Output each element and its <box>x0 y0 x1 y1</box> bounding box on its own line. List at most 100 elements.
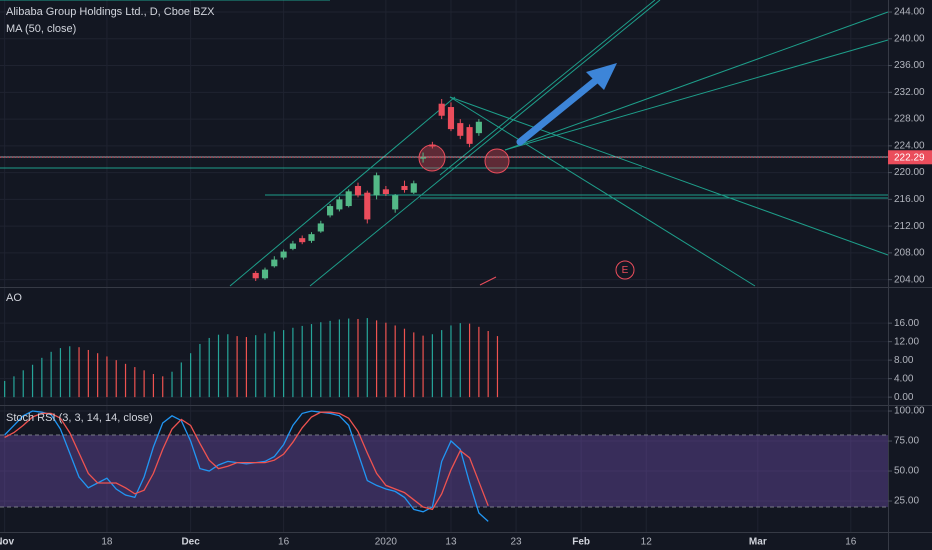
y-tick-label: 8.00 <box>894 355 914 366</box>
ao-bar <box>199 343 201 398</box>
band-fill <box>0 435 888 508</box>
trend-line <box>449 96 889 256</box>
candle-body <box>475 121 482 134</box>
candle-body <box>401 185 408 190</box>
ao-bar <box>162 376 164 398</box>
trend-line <box>479 276 497 286</box>
x-tick-label: 2020 <box>375 537 398 548</box>
y-tick-label: 236.00 <box>894 60 925 71</box>
y-tick-label: 220.00 <box>894 167 925 178</box>
ao-bar <box>338 319 340 398</box>
arrow-head <box>586 63 617 90</box>
indicator-label: MA (50, close) <box>6 23 76 35</box>
candle-body <box>299 238 306 243</box>
candle-body <box>420 157 427 159</box>
y-tick-label: 244.00 <box>894 7 925 18</box>
ao-bar <box>366 318 368 398</box>
y-tick-label: 100.00 <box>894 406 925 417</box>
y-tick-label: 16.00 <box>894 318 919 329</box>
candle-body <box>466 127 473 144</box>
candle-body <box>280 251 287 258</box>
x-tick-label: 12 <box>641 537 653 548</box>
ao-bar <box>115 360 117 398</box>
x-tick-label: Dec <box>181 537 200 548</box>
ao-bar <box>459 323 461 398</box>
ao-bar <box>69 346 71 398</box>
trend-line <box>309 0 661 287</box>
ao-bar <box>468 323 471 398</box>
ao-bar <box>320 322 322 398</box>
ao-bar <box>152 374 155 398</box>
x-tick-label: 16 <box>845 537 857 548</box>
y-tick-label: 240.00 <box>894 33 925 44</box>
stoch-line <box>4 410 489 522</box>
chart-title: Alibaba Group Holdings Ltd., D, Cboe BZX <box>6 6 215 18</box>
earnings-marker <box>615 260 635 280</box>
ao-bar <box>217 334 220 398</box>
ao-bar <box>59 348 62 398</box>
last-price-box <box>888 150 932 165</box>
y-tick-label: 75.00 <box>894 436 919 447</box>
ao-bar <box>385 322 387 398</box>
ao-bar <box>97 353 99 398</box>
ao-bar <box>450 325 452 398</box>
candle-body <box>447 107 455 130</box>
candle-body <box>289 243 296 249</box>
y-tick-label: 0.00 <box>894 392 914 403</box>
stoch-line <box>4 411 489 511</box>
ao-bar <box>375 320 378 398</box>
drawings: E <box>0 0 889 287</box>
ao-bar <box>496 336 499 398</box>
earnings-label: E <box>622 265 629 276</box>
ao-bar <box>422 335 424 398</box>
ao-bar <box>487 331 489 398</box>
candle-body <box>373 175 380 196</box>
candle-body <box>345 191 352 207</box>
trend-line <box>229 96 456 287</box>
ao-bar <box>403 328 406 398</box>
x-tick-label: Nov <box>0 537 15 548</box>
x-tick-label: 23 <box>511 537 523 548</box>
x-tick-label: Mar <box>749 537 767 548</box>
ao-bar <box>78 347 80 398</box>
trend-line <box>449 96 756 287</box>
ao-bar <box>255 335 257 398</box>
ao-bar <box>236 336 238 398</box>
x-tick-label: 13 <box>445 537 457 548</box>
y-tick-label: 12.00 <box>894 336 919 347</box>
y-tick-label: 224.00 <box>894 140 925 151</box>
candle-body <box>261 269 269 279</box>
indicator-label: Stoch RSI (3, 3, 14, 14, close) <box>6 412 153 424</box>
ao-bar <box>264 333 266 398</box>
ao-bar <box>22 370 24 398</box>
y-tick-label: 208.00 <box>894 248 925 259</box>
ao-bar <box>310 324 313 398</box>
ao-bar <box>245 337 248 398</box>
ao-bar <box>180 362 182 398</box>
ao-bar <box>441 330 443 398</box>
y-tick-label: 212.00 <box>894 221 925 232</box>
arrow-shaft <box>516 73 604 146</box>
y-tick-label: 50.00 <box>894 466 919 477</box>
x-tick-label: Feb <box>572 537 590 548</box>
trend-line <box>504 11 889 151</box>
ao-bar <box>273 331 275 398</box>
candle-body <box>252 272 259 279</box>
ao-bar <box>50 351 52 398</box>
ao-bar <box>171 371 173 398</box>
ao-bar <box>13 376 15 398</box>
trend-line <box>504 39 889 151</box>
ao-bar <box>41 357 43 398</box>
candle-body <box>354 185 362 196</box>
ao-bar <box>413 332 415 398</box>
ao-bar <box>357 318 359 398</box>
candle-body <box>392 195 399 210</box>
candle-body <box>382 189 389 195</box>
candle-body <box>336 199 343 210</box>
candle-body <box>429 144 436 147</box>
candle-body <box>317 223 324 232</box>
ao-bar <box>124 363 127 398</box>
ao-bar <box>227 334 229 398</box>
y-tick-label: 232.00 <box>894 87 925 98</box>
